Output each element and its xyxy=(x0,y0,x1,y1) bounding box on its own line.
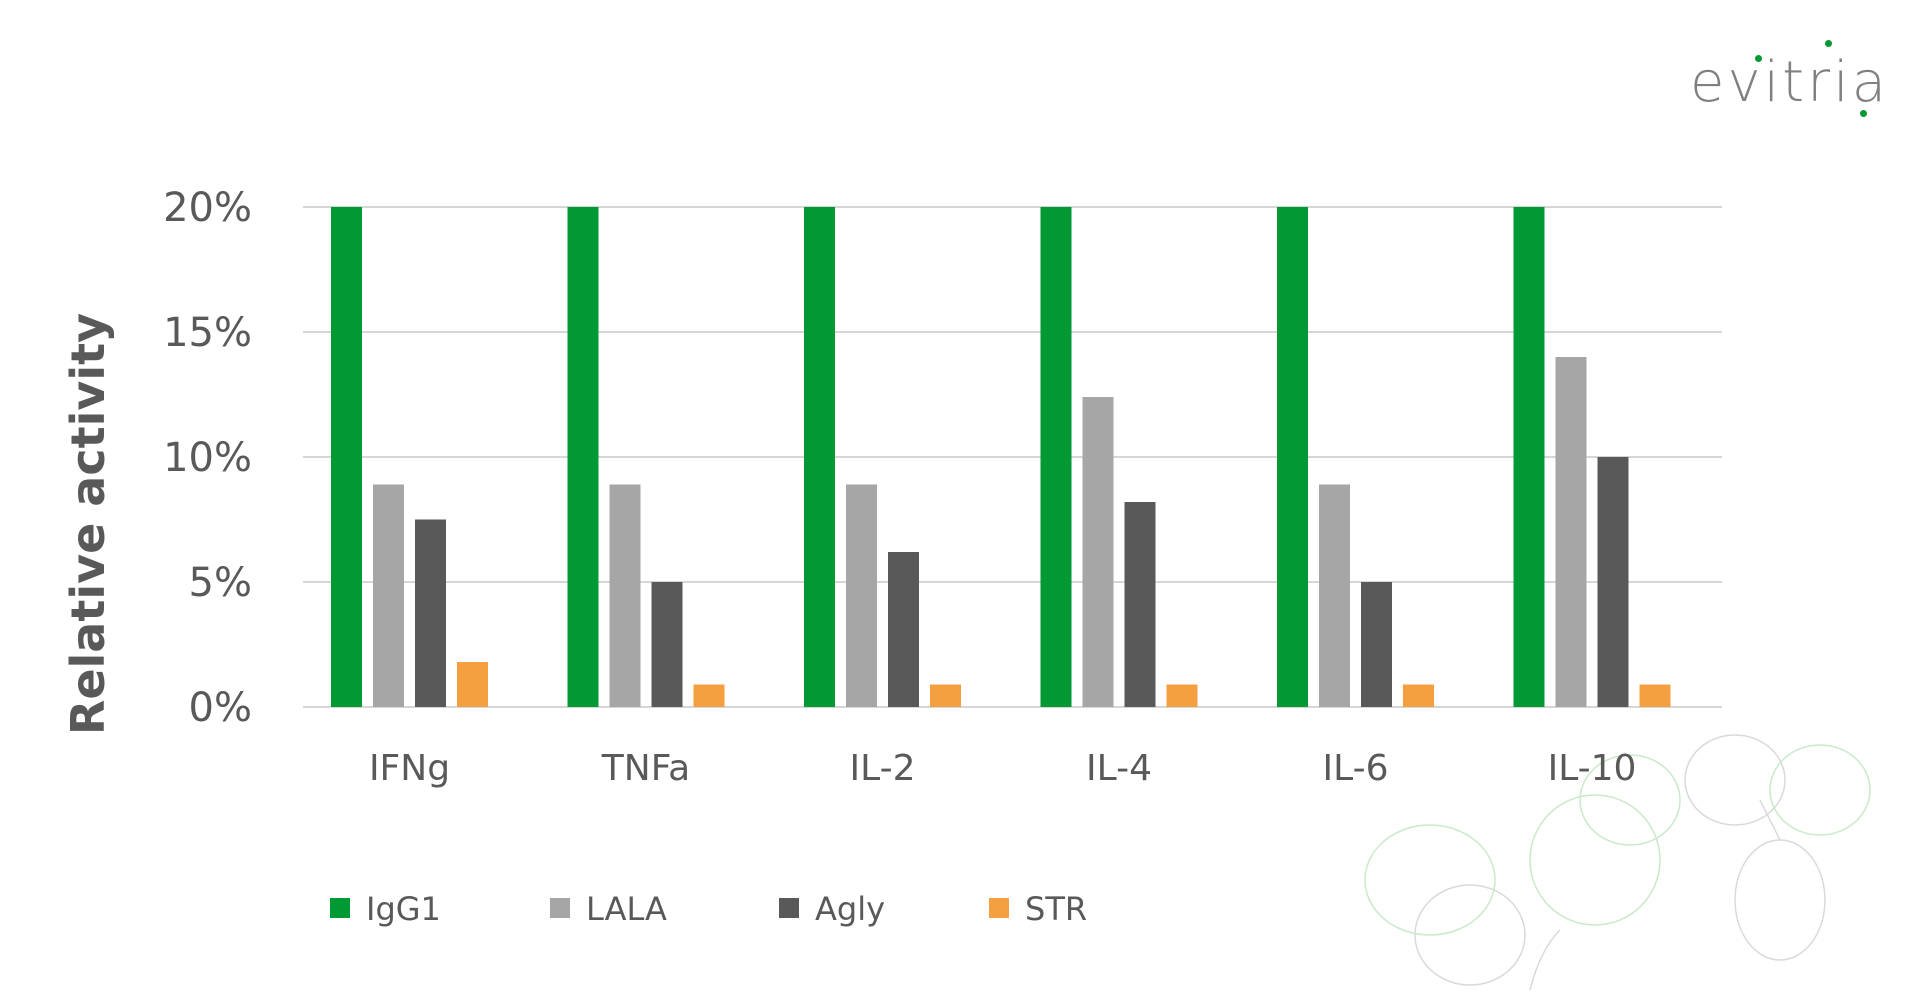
legend-label: LALA xyxy=(586,890,667,928)
x-tick-label: IL-6 xyxy=(1323,748,1389,789)
bar-lala-tnfa xyxy=(609,484,641,707)
bar-str-il-10 xyxy=(1639,684,1671,707)
bar-agly-il-4 xyxy=(1124,502,1156,707)
legend-swatch-lala xyxy=(550,898,570,918)
bar-agly-il-2 xyxy=(888,552,919,707)
antibody-structure-decoration xyxy=(1364,734,1871,991)
bar-lala-il-2 xyxy=(846,484,877,707)
y-tick-label: 5% xyxy=(189,560,252,606)
y-axis-label: Relative activity xyxy=(61,313,115,735)
y-tick-label: 15% xyxy=(163,310,252,356)
legend-swatch-str xyxy=(989,898,1009,918)
bar-igg1-tnfa xyxy=(567,207,599,707)
x-tick-label: IFNg xyxy=(369,748,450,789)
legend-label: Agly xyxy=(815,890,885,928)
x-tick-label: IL-10 xyxy=(1548,748,1637,789)
bar-lala-il-10 xyxy=(1555,357,1587,707)
evitria-logo: evitria xyxy=(1690,40,1890,130)
bar-lala-ifng xyxy=(373,484,404,707)
bar-igg1-il-6 xyxy=(1277,207,1308,707)
logo-dot xyxy=(1825,40,1832,47)
bar-igg1-il-4 xyxy=(1040,207,1072,707)
logo-text: evitria xyxy=(1690,50,1890,115)
bar-igg1-il-2 xyxy=(804,207,835,707)
bar-str-il-4 xyxy=(1166,684,1198,707)
bar-str-ifng xyxy=(457,662,488,707)
legend-swatch-agly xyxy=(779,898,799,918)
bar-lala-il-4 xyxy=(1082,397,1114,707)
bar-agly-il-10 xyxy=(1597,457,1629,707)
y-tick-label: 20% xyxy=(163,185,252,231)
logo-dot xyxy=(1755,55,1762,62)
bar-str-tnfa xyxy=(693,684,725,707)
bar-str-il-2 xyxy=(930,684,961,707)
bar-agly-tnfa xyxy=(651,582,683,707)
x-tick-label: IL-4 xyxy=(1086,748,1152,789)
bar-igg1-il-10 xyxy=(1513,207,1545,707)
bar-agly-il-6 xyxy=(1361,582,1392,707)
legend-label: IgG1 xyxy=(366,890,441,928)
x-tick-label: TNFa xyxy=(601,748,690,789)
legend-swatch-igg1 xyxy=(330,898,350,918)
logo-dot xyxy=(1860,110,1867,117)
y-tick-label: 10% xyxy=(163,435,252,481)
y-tick-label: 0% xyxy=(189,685,252,731)
bar-agly-ifng xyxy=(415,519,446,707)
bar-igg1-ifng xyxy=(331,207,362,707)
bar-str-il-6 xyxy=(1403,684,1434,707)
x-tick-label: IL-2 xyxy=(850,748,916,789)
bar-lala-il-6 xyxy=(1319,484,1350,707)
legend-label: STR xyxy=(1025,890,1087,928)
